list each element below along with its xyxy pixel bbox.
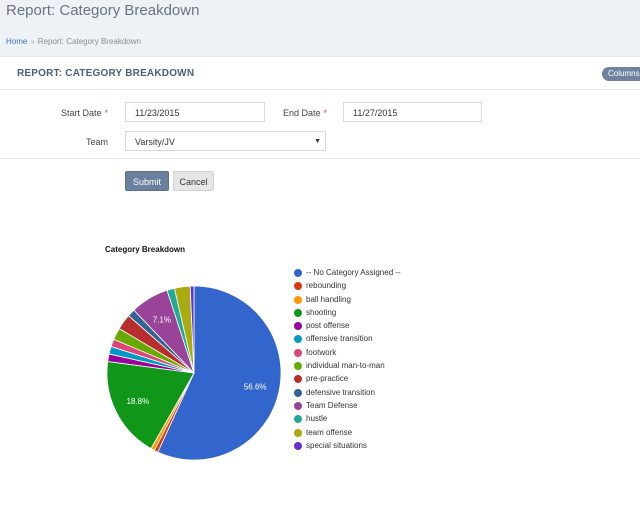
slice-label: 7.1%: [153, 315, 171, 324]
legend-item[interactable]: hustle: [294, 414, 414, 424]
legend-item[interactable]: defensive transition: [294, 388, 414, 398]
pie-slice[interactable]: [106, 361, 195, 450]
legend-label: offensive transition: [306, 334, 373, 344]
divider: [0, 158, 640, 159]
legend-swatch: [294, 401, 302, 410]
legend-swatch: [294, 322, 302, 331]
pie-slice[interactable]: [157, 285, 282, 461]
legend-swatch: [294, 348, 302, 357]
legend-item[interactable]: post offense: [294, 321, 414, 331]
legend-label: team offense: [306, 427, 353, 437]
legend-item[interactable]: footwork: [294, 348, 414, 358]
cancel-button[interactable]: Cancel: [173, 171, 214, 191]
legend-swatch: [294, 375, 302, 384]
page-title: Report: Category Breakdown: [6, 2, 200, 19]
card-title: REPORT: CATEGORY BREAKDOWN: [17, 68, 195, 79]
legend-item[interactable]: shooting: [294, 308, 414, 318]
legend-label: ball handling: [306, 294, 351, 304]
legend-swatch: [294, 295, 302, 304]
columns-button[interactable]: Columns: [602, 67, 640, 81]
team-select[interactable]: Varsity/JV ▼: [125, 131, 326, 151]
legend-item[interactable]: pre-practice: [294, 374, 414, 384]
legend-item[interactable]: Team Defense: [294, 401, 414, 411]
legend-label: -- No Category Assigned --: [306, 268, 401, 277]
start-date-label: Start Date *: [60, 108, 108, 118]
legend-label: footwork: [306, 347, 337, 357]
legend-swatch: [294, 269, 302, 277]
legend-item[interactable]: ball handling: [294, 295, 414, 305]
legend-label: hustle: [306, 414, 328, 424]
legend-item[interactable]: individual man-to-man: [294, 361, 414, 371]
start-date-input[interactable]: 11/23/2015: [125, 102, 265, 122]
breadcrumb: Home» Report: Category Breakdown: [6, 37, 141, 46]
legend-label: pre-practice: [306, 374, 349, 384]
end-date-input[interactable]: 11/27/2015: [343, 102, 482, 122]
legend-item[interactable]: rebounding: [294, 281, 414, 291]
team-label: Team: [85, 137, 108, 147]
chart-legend: -- No Category Assigned -- rebounding ball…: [294, 268, 414, 454]
chevron-down-icon: ▼: [314, 138, 321, 145]
pie-slice[interactable]: [189, 285, 195, 374]
legend-label: special situations: [306, 440, 367, 450]
breadcrumb-current: Report: Category Breakdown: [37, 37, 141, 46]
legend-swatch: [294, 388, 302, 397]
legend-swatch: [294, 428, 302, 437]
required-mark: *: [323, 108, 327, 118]
required-mark: *: [104, 108, 108, 118]
end-date-label: End Date *: [282, 108, 327, 118]
legend-label: rebounding: [306, 281, 347, 291]
chart-title: Category Breakdown: [105, 245, 186, 254]
slice-label: 18.8%: [127, 397, 150, 406]
legend-item[interactable]: team offense: [294, 428, 414, 438]
legend-item[interactable]: special situations: [294, 441, 414, 451]
legend-label: shooting: [306, 307, 337, 317]
legend-swatch: [294, 441, 302, 450]
breadcrumb-home-link[interactable]: Home: [6, 37, 28, 46]
submit-button[interactable]: Submit: [125, 171, 169, 191]
legend-label: defensive transition: [306, 387, 375, 397]
legend-item[interactable]: -- No Category Assigned --: [294, 268, 414, 278]
legend-label: individual man-to-man: [306, 361, 385, 371]
legend-swatch: [294, 282, 302, 291]
legend-label: Team Defense: [306, 400, 358, 410]
report-card: REPORT: CATEGORY BREAKDOWN Columns Start…: [0, 56, 640, 521]
team-select-value: Varsity/JV: [135, 137, 175, 147]
legend-label: post offense: [306, 321, 350, 331]
slice-label: 56.6%: [244, 382, 267, 391]
divider: [0, 89, 640, 90]
breadcrumb-separator: »: [30, 37, 35, 46]
legend-swatch: [294, 335, 302, 344]
legend-swatch: [294, 415, 302, 424]
legend-swatch: [294, 362, 302, 371]
legend-swatch: [294, 308, 302, 317]
legend-item[interactable]: offensive transition: [294, 334, 414, 344]
